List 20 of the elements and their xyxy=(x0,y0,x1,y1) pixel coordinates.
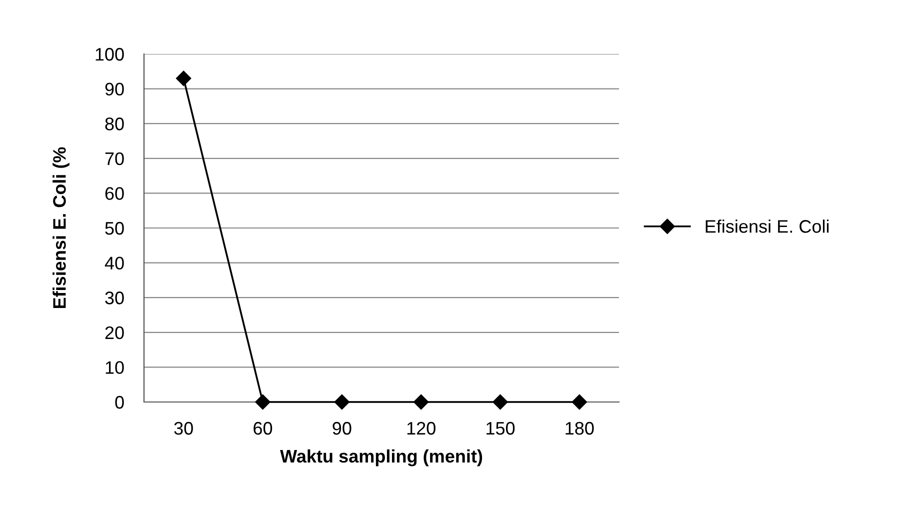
legend-label: Efisiensi E. Coli xyxy=(706,220,829,233)
y-tick-label: 0 xyxy=(115,396,124,409)
y-tick-label: 70 xyxy=(105,152,124,166)
x-tick-label: 150 xyxy=(486,422,515,435)
x-tick-label: 120 xyxy=(407,422,436,435)
y-tick-label: 100 xyxy=(96,48,124,61)
y-tick-label: 10 xyxy=(106,361,124,374)
y-tick-label: 30 xyxy=(105,292,124,304)
y-tick-label: 20 xyxy=(105,326,124,340)
y-tick-label: 40 xyxy=(104,256,124,270)
y-tick-label: 90 xyxy=(105,82,124,96)
x-tick-label: 30 xyxy=(174,422,193,435)
x-axis-title: Waktu sampling (menit) xyxy=(280,449,482,466)
x-tick-label: 90 xyxy=(332,422,352,435)
x-tick-label: 180 xyxy=(566,422,594,435)
x-tick-label: 60 xyxy=(254,422,272,435)
y-axis-title: Efisiensi E. Coli (% xyxy=(52,147,70,308)
y-tick-label: 80 xyxy=(105,118,124,130)
y-tick-label: 60 xyxy=(105,187,124,200)
y-tick-label: 50 xyxy=(105,222,124,235)
